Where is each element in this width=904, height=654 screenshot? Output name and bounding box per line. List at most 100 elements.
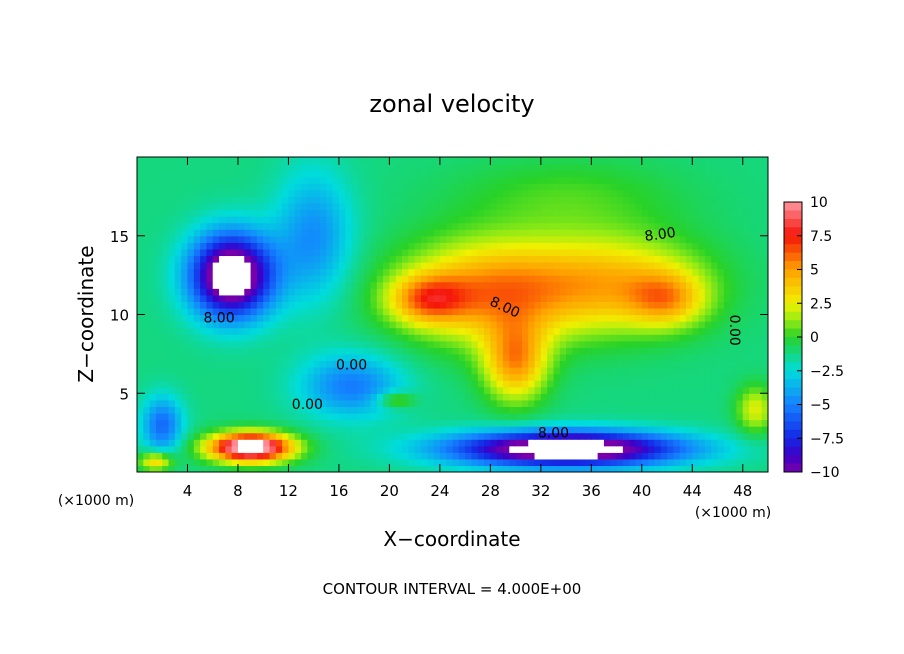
heatmap-cell bbox=[603, 419, 611, 427]
heatmap-cell bbox=[137, 202, 144, 211]
heatmap-cell bbox=[723, 314, 731, 322]
heatmap-cell bbox=[149, 412, 157, 421]
heatmap-cell bbox=[521, 281, 529, 289]
heatmap-cell bbox=[484, 209, 491, 217]
heatmap-cell bbox=[458, 248, 466, 257]
heatmap-cell bbox=[427, 465, 435, 472]
heatmap-cell bbox=[263, 406, 271, 414]
heatmap-cell bbox=[660, 229, 668, 237]
heatmap-cell bbox=[660, 373, 668, 381]
heatmap-cell bbox=[181, 222, 189, 230]
heatmap-cell bbox=[704, 242, 712, 250]
heatmap-cell bbox=[534, 373, 542, 381]
heatmap-cell bbox=[370, 432, 378, 440]
heatmap-cell bbox=[155, 465, 163, 472]
heatmap-cell bbox=[591, 209, 599, 217]
heatmap-cell bbox=[471, 458, 479, 467]
heatmap-cell bbox=[244, 432, 252, 440]
heatmap-cell bbox=[528, 334, 536, 342]
heatmap-cell bbox=[294, 347, 302, 355]
heatmap-cell bbox=[231, 209, 239, 217]
heatmap-cell bbox=[660, 235, 668, 243]
heatmap-cell bbox=[566, 432, 573, 440]
heatmap-cell bbox=[439, 439, 447, 447]
heatmap-cell bbox=[294, 288, 302, 296]
heatmap-cell bbox=[692, 412, 700, 421]
heatmap-cell bbox=[420, 255, 428, 263]
heatmap-cell bbox=[660, 196, 668, 204]
heatmap-cell bbox=[351, 386, 359, 394]
heatmap-cell bbox=[288, 452, 296, 460]
heatmap-cell bbox=[540, 314, 548, 322]
heatmap-cell bbox=[755, 334, 763, 342]
heatmap-cell bbox=[420, 367, 428, 375]
heatmap-cell bbox=[288, 445, 296, 453]
heatmap-cell bbox=[761, 163, 768, 171]
heatmap-cell bbox=[730, 222, 738, 230]
heatmap-cell bbox=[521, 262, 529, 270]
heatmap-cell bbox=[559, 189, 567, 197]
heatmap-cell bbox=[515, 157, 523, 165]
heatmap-cell bbox=[477, 458, 485, 467]
heatmap-cell bbox=[528, 189, 536, 197]
heatmap-cell bbox=[717, 216, 725, 224]
heatmap-cell bbox=[168, 452, 176, 460]
heatmap-cell bbox=[679, 235, 687, 243]
heatmap-cell bbox=[357, 301, 365, 309]
heatmap-cell bbox=[736, 321, 744, 329]
heatmap-cell bbox=[673, 202, 681, 211]
heatmap-cell bbox=[231, 176, 239, 184]
heatmap-cell bbox=[250, 412, 258, 421]
heatmap-cell bbox=[307, 275, 315, 283]
heatmap-cell bbox=[225, 229, 233, 237]
heatmap-cell bbox=[755, 248, 763, 257]
heatmap-cell bbox=[212, 242, 220, 250]
heatmap-cell bbox=[174, 307, 182, 316]
heatmap-cell bbox=[566, 255, 573, 263]
heatmap-cell bbox=[338, 183, 346, 191]
heatmap-cell bbox=[502, 458, 510, 467]
heatmap-cell bbox=[465, 189, 473, 197]
heatmap-cell bbox=[275, 445, 283, 453]
heatmap-cell bbox=[282, 216, 290, 224]
heatmap-cell bbox=[685, 157, 693, 165]
heatmap-cell bbox=[654, 452, 662, 460]
heatmap-cell bbox=[540, 380, 548, 388]
heatmap-cell bbox=[540, 288, 548, 296]
heatmap-cell bbox=[364, 445, 372, 453]
heatmap-cell bbox=[484, 445, 491, 453]
heatmap-cell bbox=[168, 216, 176, 224]
heatmap-cell bbox=[610, 209, 618, 217]
heatmap-cell bbox=[622, 373, 630, 381]
heatmap-cell bbox=[168, 301, 176, 309]
heatmap-cell bbox=[591, 255, 599, 263]
heatmap-cell bbox=[420, 360, 428, 368]
heatmap-cell bbox=[294, 157, 302, 165]
heatmap-cell bbox=[452, 189, 460, 197]
heatmap-cell bbox=[616, 452, 624, 460]
heatmap-cell bbox=[275, 419, 283, 427]
heatmap-cell bbox=[490, 458, 498, 467]
heatmap-cell bbox=[635, 360, 643, 368]
heatmap-cell bbox=[294, 334, 302, 342]
heatmap-cell bbox=[319, 170, 327, 178]
heatmap-cell bbox=[616, 419, 624, 427]
heatmap-cell bbox=[250, 235, 258, 243]
heatmap-cell bbox=[137, 393, 144, 401]
heatmap-cell bbox=[219, 229, 226, 237]
heatmap-cell bbox=[597, 216, 605, 224]
heatmap-cell bbox=[528, 347, 536, 355]
heatmap-cell bbox=[635, 170, 643, 178]
heatmap-cell bbox=[174, 281, 182, 289]
heatmap-cell bbox=[610, 235, 618, 243]
heatmap-cell bbox=[471, 393, 479, 401]
heatmap-cell bbox=[351, 393, 359, 401]
heatmap-cell bbox=[294, 209, 302, 217]
heatmap-cell bbox=[313, 163, 321, 171]
heatmap-cell bbox=[212, 301, 220, 309]
heatmap-cell bbox=[206, 327, 214, 335]
heatmap-cell bbox=[635, 340, 643, 348]
heatmap-cell bbox=[616, 301, 624, 309]
heatmap-cell bbox=[502, 340, 510, 348]
